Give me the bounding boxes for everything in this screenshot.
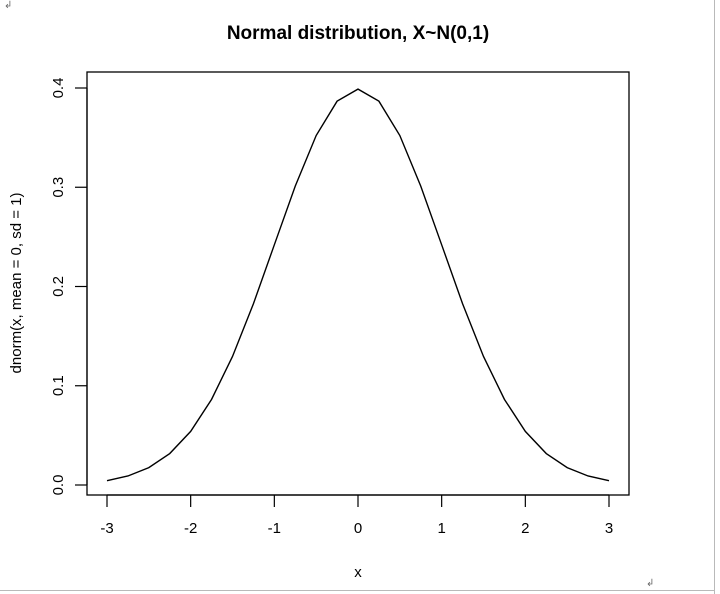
- corner-mark-top-left: ↲: [4, 0, 12, 11]
- y-axis-label: dnorm(x, mean = 0, sd = 1): [8, 193, 25, 374]
- y-tick-label: 0.1: [50, 375, 67, 396]
- y-tick-label: 0.4: [50, 78, 67, 99]
- chart-title: Normal distribution, X~N(0,1): [227, 23, 489, 44]
- y-tick-label: 0.0: [50, 475, 67, 496]
- y-axis: 0.0 0.1 0.2 0.3 0.4: [50, 78, 88, 496]
- series-line-dnorm: [106, 88, 610, 482]
- x-axis: -3 -2 -1 0 1 2 3: [100, 494, 613, 537]
- x-tick-label: -2: [184, 520, 197, 537]
- frame-line-bottom: [0, 590, 715, 591]
- y-tick-label: 0.3: [50, 177, 67, 198]
- x-tick-label: 3: [605, 520, 613, 537]
- x-tick-label: 1: [437, 520, 445, 537]
- x-tick-label: 0: [354, 520, 362, 537]
- frame-line-right: [714, 0, 715, 594]
- y-tick-label: 0.2: [50, 276, 67, 297]
- x-tick-label: -3: [100, 520, 113, 537]
- plot-area-border: [86, 71, 630, 496]
- corner-mark-bottom-right: ↲: [646, 578, 654, 589]
- x-tick-label: -1: [268, 520, 281, 537]
- x-axis-label: x: [354, 564, 362, 581]
- x-tick-label: 2: [521, 520, 529, 537]
